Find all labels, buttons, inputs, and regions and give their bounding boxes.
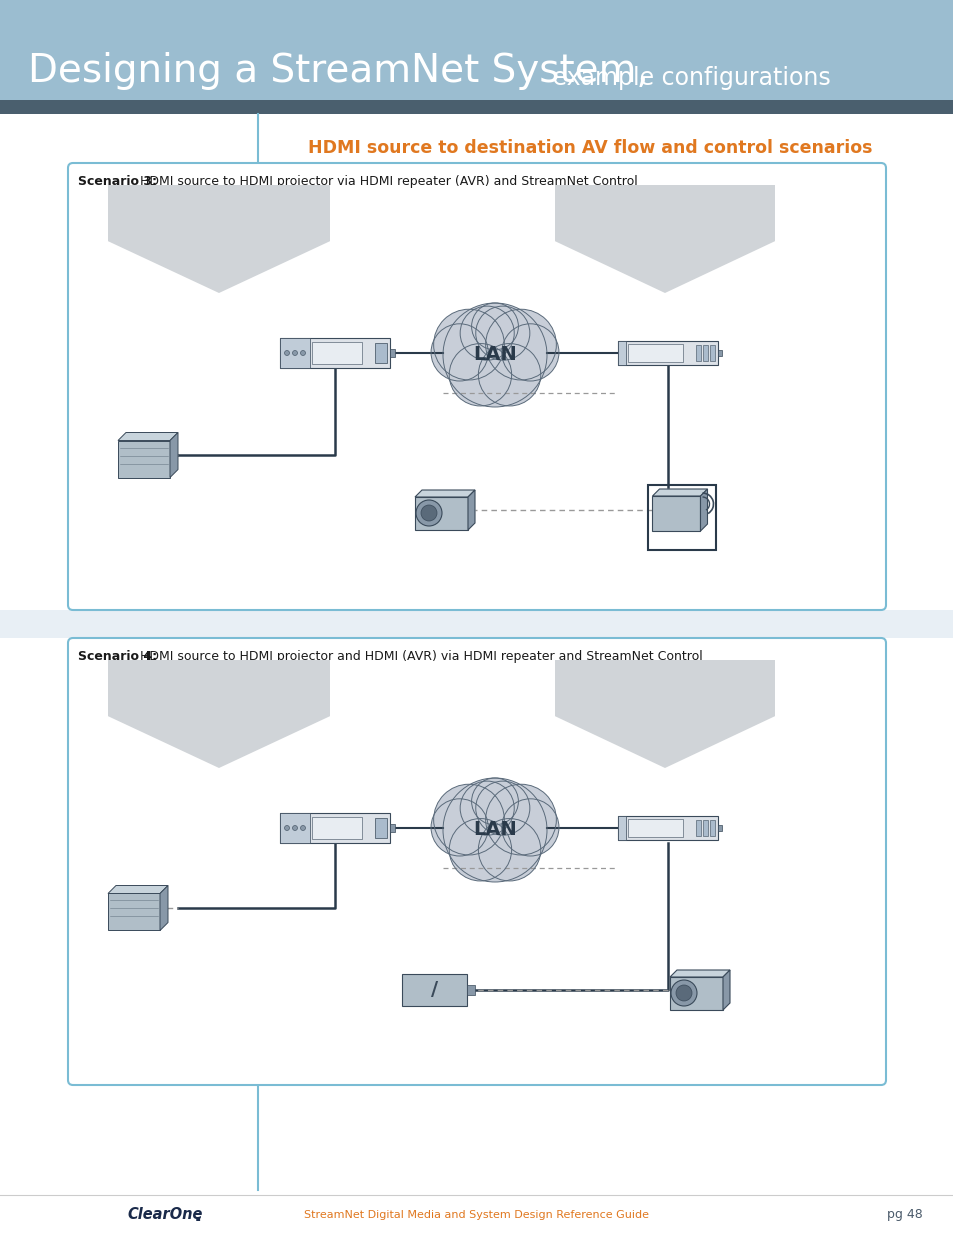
Polygon shape	[722, 969, 729, 1010]
Bar	[709, 820, 714, 836]
Polygon shape	[415, 496, 468, 530]
Circle shape	[476, 306, 529, 361]
Circle shape	[420, 505, 436, 521]
Bar	[0, 0, 953, 100]
Text: HDMI source to HDMI projector and HDMI (AVR) via HDMI repeater and StreamNet Con: HDMI source to HDMI projector and HDMI (…	[136, 650, 702, 663]
Bar	[718, 825, 721, 831]
Bar	[618, 341, 718, 366]
Bar	[312, 818, 361, 839]
Polygon shape	[669, 977, 722, 1010]
Text: LAN: LAN	[473, 346, 517, 364]
Circle shape	[471, 303, 517, 350]
Text: HDMI source to destination AV flow and control scenarios: HDMI source to destination AV flow and c…	[308, 140, 871, 157]
Polygon shape	[118, 432, 178, 441]
Circle shape	[471, 778, 517, 825]
Circle shape	[434, 309, 504, 380]
Circle shape	[300, 825, 305, 830]
Bar	[709, 345, 714, 361]
Polygon shape	[652, 489, 707, 496]
Bar	[702, 345, 707, 361]
Bar	[696, 345, 700, 361]
Bar	[390, 350, 395, 357]
Polygon shape	[555, 185, 774, 293]
Bar	[280, 338, 310, 368]
Text: LAN: LAN	[473, 820, 517, 840]
Circle shape	[670, 981, 697, 1007]
Polygon shape	[160, 885, 168, 930]
Bar	[402, 974, 467, 1007]
FancyBboxPatch shape	[68, 163, 885, 610]
Circle shape	[293, 351, 297, 356]
Circle shape	[476, 781, 529, 835]
Bar	[467, 986, 475, 995]
Text: example configurations: example configurations	[544, 65, 830, 90]
FancyBboxPatch shape	[68, 638, 885, 1086]
Bar	[312, 342, 361, 364]
Circle shape	[459, 306, 514, 361]
Polygon shape	[108, 659, 330, 768]
Circle shape	[485, 309, 556, 380]
Circle shape	[501, 324, 558, 382]
Bar	[718, 350, 721, 356]
Polygon shape	[555, 659, 774, 768]
Polygon shape	[652, 496, 700, 531]
Bar	[647, 485, 716, 550]
Circle shape	[434, 784, 504, 855]
Circle shape	[431, 324, 488, 382]
Bar	[375, 343, 387, 363]
Circle shape	[676, 986, 691, 1002]
Polygon shape	[468, 490, 475, 530]
Bar	[618, 816, 625, 840]
Polygon shape	[700, 489, 707, 531]
Bar	[627, 345, 682, 362]
Polygon shape	[118, 441, 170, 478]
Bar	[627, 819, 682, 837]
Circle shape	[477, 819, 540, 881]
Text: HDMI source to HDMI projector via HDMI repeater (AVR) and StreamNet Control: HDMI source to HDMI projector via HDMI r…	[136, 175, 638, 188]
Text: /: /	[431, 981, 438, 999]
Bar	[280, 813, 390, 844]
Text: Designing a StreamNet System,: Designing a StreamNet System,	[28, 52, 648, 90]
Polygon shape	[170, 432, 178, 478]
Circle shape	[501, 799, 558, 856]
Polygon shape	[108, 185, 330, 293]
Bar	[390, 824, 395, 832]
Bar	[280, 813, 310, 844]
Text: .: .	[193, 1205, 202, 1225]
Polygon shape	[669, 969, 729, 977]
Circle shape	[442, 778, 546, 882]
Circle shape	[485, 784, 556, 855]
Circle shape	[449, 343, 511, 406]
Bar	[618, 816, 718, 840]
Circle shape	[284, 825, 289, 830]
Polygon shape	[415, 490, 475, 496]
Polygon shape	[108, 893, 160, 930]
Bar	[0, 610, 953, 638]
Circle shape	[442, 303, 546, 408]
Text: Scenario 3:: Scenario 3:	[78, 175, 157, 188]
Circle shape	[431, 799, 488, 856]
Bar	[280, 338, 390, 368]
Text: pg 48: pg 48	[886, 1209, 922, 1221]
Circle shape	[284, 351, 289, 356]
Bar	[696, 820, 700, 836]
Circle shape	[416, 500, 441, 526]
Bar	[702, 820, 707, 836]
Polygon shape	[108, 885, 168, 893]
Circle shape	[449, 819, 511, 881]
Circle shape	[293, 825, 297, 830]
Bar	[0, 100, 953, 114]
Circle shape	[300, 351, 305, 356]
Text: StreamNet Digital Media and System Design Reference Guide: StreamNet Digital Media and System Desig…	[304, 1210, 649, 1220]
Text: Scenario 4:: Scenario 4:	[78, 650, 157, 663]
Circle shape	[459, 781, 514, 835]
Bar	[375, 818, 387, 839]
Circle shape	[477, 343, 540, 406]
Bar	[618, 341, 625, 366]
Text: ClearOne: ClearOne	[127, 1208, 202, 1223]
